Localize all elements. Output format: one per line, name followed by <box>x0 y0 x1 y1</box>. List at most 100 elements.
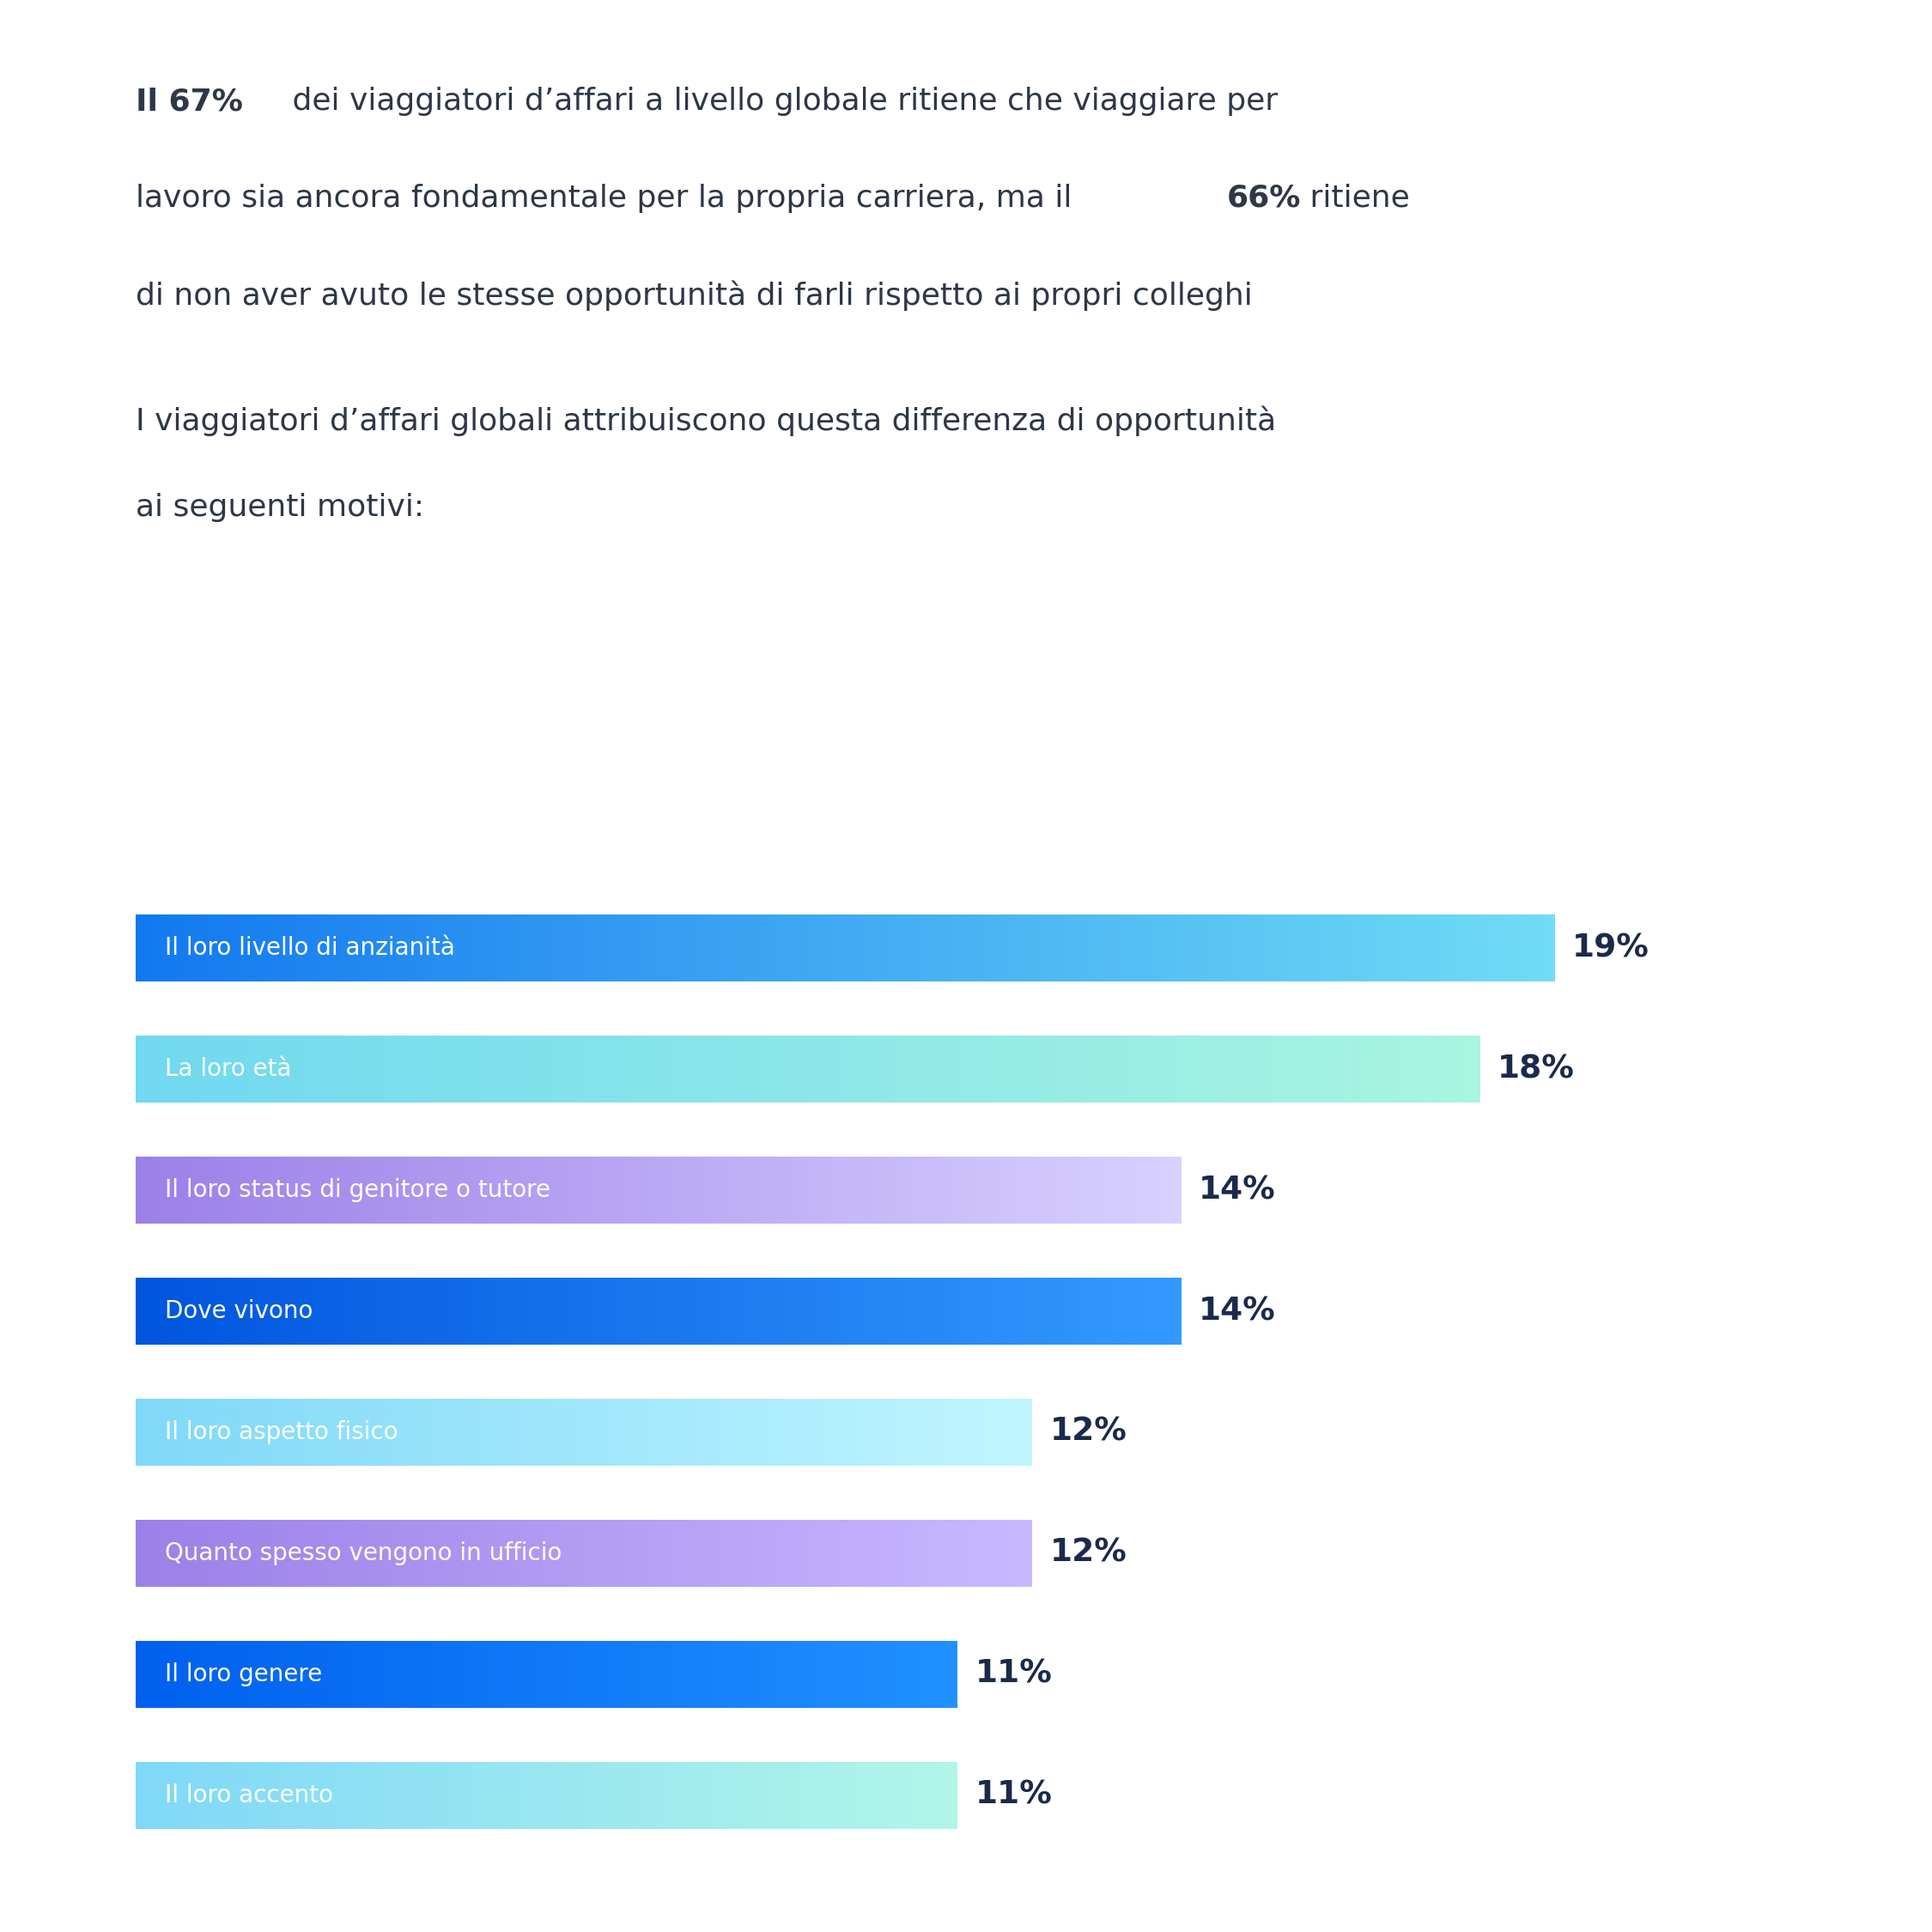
Bar <box>782 1520 786 1586</box>
Bar <box>1063 1036 1066 1103</box>
Bar <box>255 1277 259 1345</box>
Bar <box>701 1520 705 1586</box>
Bar <box>869 1277 873 1345</box>
Bar <box>156 1277 160 1345</box>
Bar <box>991 1520 995 1586</box>
Bar <box>1018 1520 1022 1586</box>
Bar <box>634 1157 638 1223</box>
Bar <box>1142 914 1148 981</box>
Bar <box>462 1157 466 1223</box>
Bar <box>276 1277 280 1345</box>
Bar <box>570 1399 574 1466</box>
Bar <box>257 1399 261 1466</box>
Bar <box>234 1277 240 1345</box>
Bar <box>848 1036 852 1103</box>
Bar <box>922 1520 925 1586</box>
Bar <box>763 1157 767 1223</box>
Bar <box>1084 1277 1088 1345</box>
Bar <box>1175 1157 1179 1223</box>
Bar <box>966 1277 970 1345</box>
Bar <box>450 1036 456 1103</box>
Bar <box>162 1520 166 1586</box>
Bar <box>980 1399 983 1466</box>
Bar <box>1461 914 1466 981</box>
Bar <box>748 1762 750 1830</box>
Bar <box>365 1157 369 1223</box>
Bar <box>1536 914 1542 981</box>
Bar <box>821 1762 825 1830</box>
Bar <box>968 1399 972 1466</box>
Bar <box>1443 914 1449 981</box>
Bar <box>344 1157 348 1223</box>
Bar <box>560 1399 564 1466</box>
Bar <box>526 1640 529 1708</box>
Bar <box>491 1399 495 1466</box>
Bar <box>526 1520 529 1586</box>
Bar <box>541 1036 547 1103</box>
Bar <box>149 1520 153 1586</box>
Bar <box>234 1762 238 1830</box>
Bar <box>603 1036 607 1103</box>
Bar <box>516 1277 522 1345</box>
Bar <box>1273 1036 1279 1103</box>
Bar <box>427 1762 431 1830</box>
Bar <box>1136 1277 1140 1345</box>
Bar <box>1238 914 1242 981</box>
Bar <box>462 1277 466 1345</box>
Bar <box>792 1762 796 1830</box>
Bar <box>1208 1036 1211 1103</box>
Bar <box>155 1520 158 1586</box>
Bar <box>887 1520 891 1586</box>
Bar <box>591 1762 595 1830</box>
Bar <box>375 1762 379 1830</box>
Bar <box>344 1640 348 1708</box>
Bar <box>526 914 529 981</box>
Bar <box>978 1036 983 1103</box>
Bar <box>547 1640 549 1708</box>
Bar <box>951 1520 954 1586</box>
Bar <box>402 1762 406 1830</box>
Bar <box>721 914 724 981</box>
Bar <box>649 1277 655 1345</box>
Bar <box>732 1520 736 1586</box>
Bar <box>981 1277 985 1345</box>
Bar <box>483 1157 487 1223</box>
Bar <box>838 1277 842 1345</box>
Bar <box>305 1762 309 1830</box>
Bar <box>773 914 779 981</box>
Bar <box>759 1036 765 1103</box>
Bar <box>379 1277 383 1345</box>
Bar <box>421 1762 425 1830</box>
Bar <box>404 1520 408 1586</box>
Bar <box>1171 1277 1175 1345</box>
Bar <box>556 1520 560 1586</box>
Bar <box>1024 1520 1028 1586</box>
Bar <box>920 1277 923 1345</box>
Bar <box>189 1277 195 1345</box>
Bar <box>580 1520 582 1586</box>
Bar <box>164 1520 168 1586</box>
Bar <box>989 1157 993 1223</box>
Bar <box>560 1762 564 1830</box>
Bar <box>176 1520 180 1586</box>
Bar <box>334 1640 338 1708</box>
Bar <box>837 1036 842 1103</box>
Bar <box>810 914 813 981</box>
Bar <box>280 1762 284 1830</box>
Bar <box>481 1399 483 1466</box>
Bar <box>788 1399 792 1466</box>
Bar <box>668 1762 672 1830</box>
Bar <box>943 1157 947 1223</box>
Bar <box>976 1157 981 1223</box>
Bar <box>205 1399 209 1466</box>
Bar <box>1345 914 1349 981</box>
Bar <box>278 1277 284 1345</box>
Bar <box>728 1640 732 1708</box>
Bar <box>1171 1157 1175 1223</box>
Bar <box>545 1157 549 1223</box>
Bar <box>305 1277 309 1345</box>
Bar <box>1349 1036 1352 1103</box>
Bar <box>668 1399 672 1466</box>
Bar <box>348 1036 352 1103</box>
Bar <box>723 1157 726 1223</box>
